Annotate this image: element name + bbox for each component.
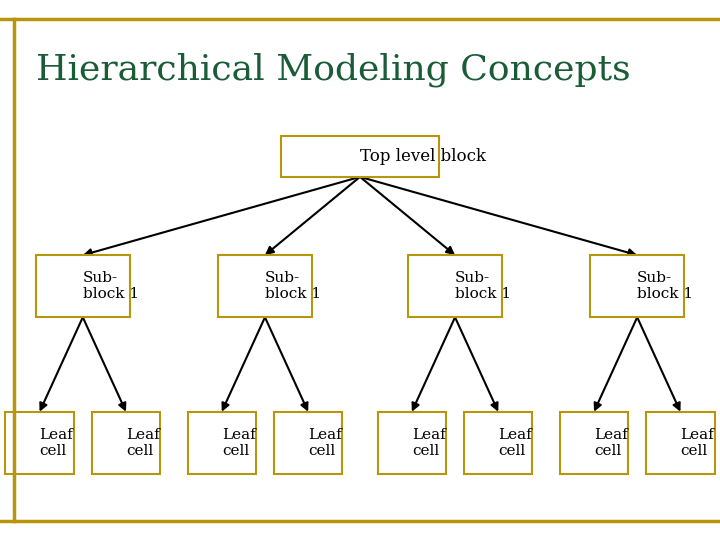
FancyBboxPatch shape: [281, 137, 439, 177]
FancyBboxPatch shape: [187, 411, 256, 474]
Text: Leaf
cell: Leaf cell: [308, 428, 342, 458]
FancyBboxPatch shape: [590, 255, 684, 317]
FancyBboxPatch shape: [6, 411, 74, 474]
FancyBboxPatch shape: [274, 411, 343, 474]
FancyBboxPatch shape: [36, 255, 130, 317]
FancyBboxPatch shape: [92, 411, 160, 474]
Text: Leaf
cell: Leaf cell: [40, 428, 73, 458]
FancyBboxPatch shape: [408, 255, 502, 317]
Text: Leaf
cell: Leaf cell: [412, 428, 446, 458]
Text: Leaf
cell: Leaf cell: [680, 428, 714, 458]
Text: Hierarchical Modeling Concepts: Hierarchical Modeling Concepts: [36, 53, 631, 87]
FancyBboxPatch shape: [647, 411, 714, 474]
Text: Leaf
cell: Leaf cell: [126, 428, 160, 458]
Text: Sub-
block 1: Sub- block 1: [455, 271, 511, 301]
FancyBboxPatch shape: [560, 411, 628, 474]
Text: Leaf
cell: Leaf cell: [594, 428, 628, 458]
Text: Sub-
block 1: Sub- block 1: [637, 271, 693, 301]
Text: Sub-
block 1: Sub- block 1: [83, 271, 139, 301]
Text: Leaf
cell: Leaf cell: [498, 428, 532, 458]
FancyBboxPatch shape: [218, 255, 312, 317]
Text: Sub-
block 1: Sub- block 1: [265, 271, 321, 301]
FancyBboxPatch shape: [464, 411, 532, 474]
Text: Top level block: Top level block: [360, 148, 486, 165]
FancyBboxPatch shape: [377, 411, 446, 474]
Text: Leaf
cell: Leaf cell: [222, 428, 256, 458]
